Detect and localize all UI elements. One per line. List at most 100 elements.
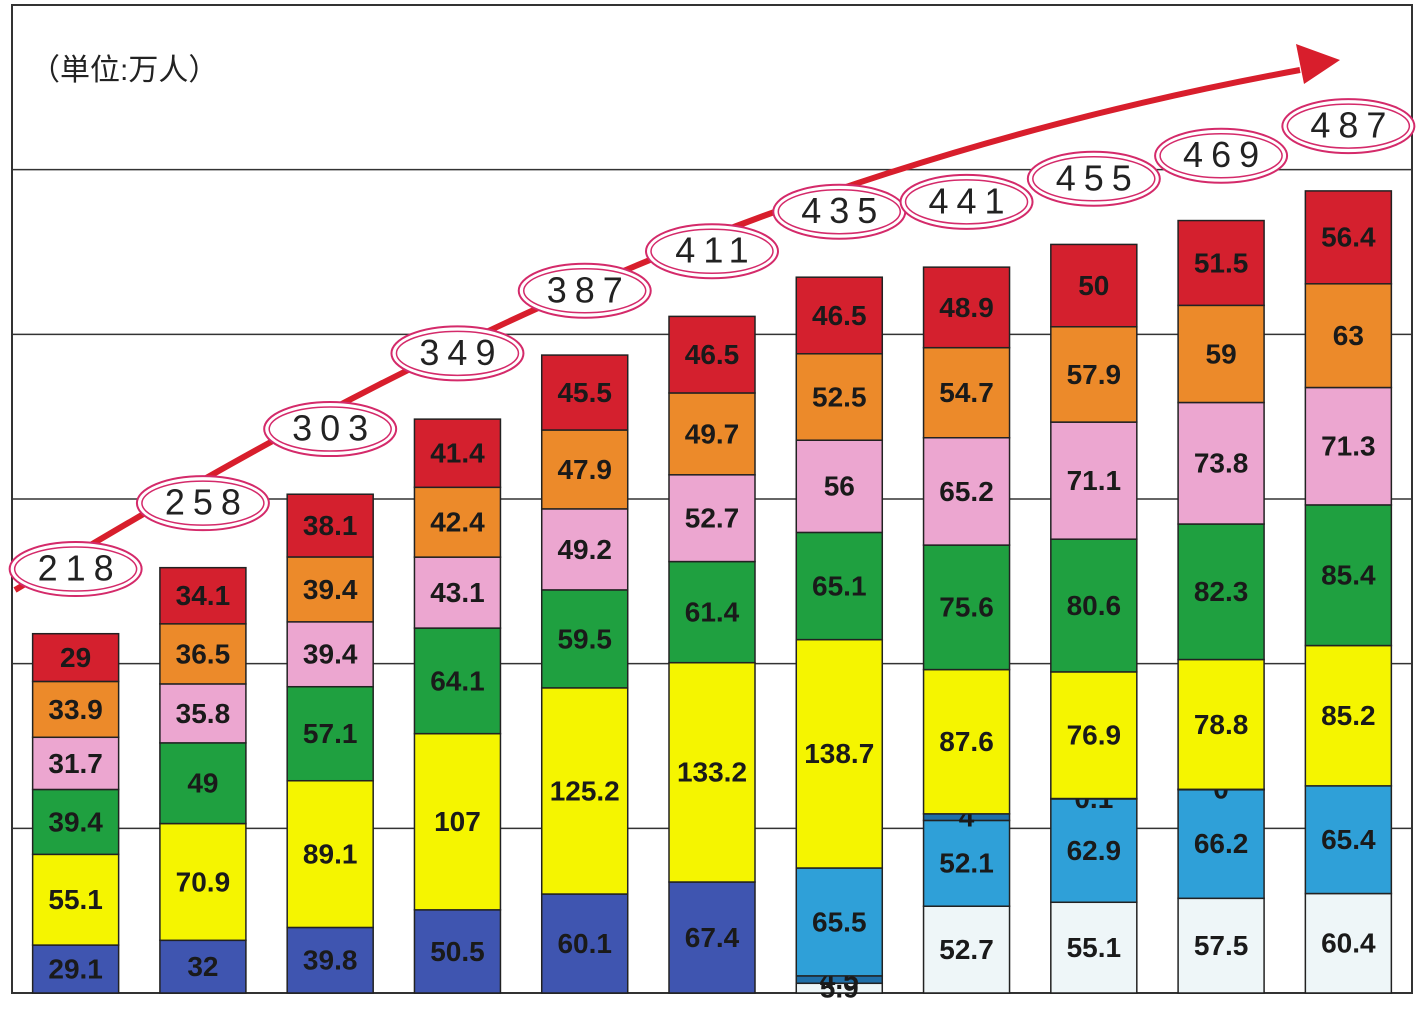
segment-label: 64.1 [430,665,485,696]
segment-label: 56 [824,471,855,502]
bar-segment [1050,671,1138,800]
segment-label: 78.8 [1194,709,1249,740]
total-ring-inner [268,406,392,452]
total-ring-inner [777,188,902,235]
total-ring-inner [1032,156,1156,202]
total-ring [390,325,525,382]
segment-label: 39.4 [303,574,358,605]
segment-label: 80.6 [1067,590,1122,621]
bar-segment [540,354,629,431]
total-label: 303 [292,408,376,449]
bar-segment [31,736,120,791]
segment-label: 49 [187,768,218,799]
segment-label: 38.1 [303,510,358,541]
segment-label: 55.1 [48,884,103,915]
segment-label: 47.9 [557,454,612,485]
segment-label: 62.9 [1067,835,1122,866]
segment-label: 49.7 [685,418,740,449]
bar-segment [286,685,374,782]
total-ring-inner [650,228,774,274]
segment-label: 35.8 [176,698,231,729]
segment-label: 52.7 [685,503,740,534]
bar-segment [159,742,247,825]
bar-segment [413,732,502,911]
bar-segment [159,939,247,994]
total-ring [517,262,652,319]
bar-segment [795,638,884,869]
segment-label: 65.1 [812,570,867,601]
bar-segment [668,392,756,476]
bar-segment [1304,283,1393,389]
segment-label: 50.5 [430,936,485,967]
bar-segment [540,429,629,510]
segment-label: 89.1 [303,838,358,869]
total-ring [1281,98,1416,155]
bar-segment [540,508,629,591]
segment-label: 42.4 [430,507,485,538]
bar-segment [1304,386,1393,506]
segment-label: 34.1 [176,580,231,611]
segment-label: 87.6 [939,726,994,757]
bar-segment [1050,421,1138,540]
segment-label: 59 [1206,338,1237,369]
segment-label: 63 [1333,320,1364,351]
bar-segment [413,486,502,558]
total-ring-inner [141,480,265,526]
bar-segment [159,683,247,744]
bar-segment [159,822,247,942]
total-ring-inner [1159,132,1283,179]
bar-segment [1177,304,1265,404]
bar-segment [1304,190,1393,285]
segment-label: 138.7 [804,738,874,769]
segment-label: 29 [60,642,91,673]
segment-label: 70.9 [176,866,231,897]
bar-segment [668,881,756,994]
segment-label: 48.9 [939,292,994,323]
total-ring [135,475,270,532]
bar-segment [795,531,884,641]
bar-segment [1050,243,1138,328]
segment-label: 85.2 [1321,700,1376,731]
total-label: 411 [675,230,756,271]
segment-label: 57.9 [1067,359,1122,390]
segment-label: 52.7 [939,934,994,965]
segment-label: 41.4 [430,438,485,469]
bar-segment [1304,644,1393,787]
segment-label: 85.4 [1321,560,1376,591]
total-ring [263,401,398,458]
segment-label: 125.2 [550,775,620,806]
segment-label: 76.9 [1067,720,1122,751]
total-label: 435 [801,190,885,231]
bar-segment [31,853,120,946]
total-label: 487 [1310,105,1394,146]
segment-label: 57.5 [1194,930,1249,961]
bar-segment [286,493,374,558]
total-label: 387 [547,269,631,310]
total-ring-inner [1286,103,1411,149]
bar-segment [1050,797,1138,904]
bar-segment [795,276,884,355]
bar-segment [1304,892,1393,994]
segment-label: 65.5 [812,906,867,937]
bar-segment [668,474,756,563]
segment-label: 43.1 [430,577,485,608]
total-label: 258 [165,482,249,523]
bar-segment [413,556,502,629]
bar-segment [1177,897,1265,994]
bar-segment [922,266,1011,349]
segment-label: 133.2 [677,757,747,788]
bar-segment [922,436,1011,546]
bar-segment [413,418,502,489]
arrow-head [1296,44,1340,84]
bar-segment [1304,785,1393,895]
bar-segment [1050,326,1138,423]
segment-label: 67.4 [685,922,740,953]
segment-label: 33.9 [48,694,103,725]
bar-segment [31,632,120,683]
segment-label: 52.1 [939,848,994,879]
segment-label: 51.5 [1194,247,1249,278]
segment-label: 55.1 [1067,932,1122,963]
segment-label: 61.4 [685,597,740,628]
total-ring-inner [522,267,647,314]
